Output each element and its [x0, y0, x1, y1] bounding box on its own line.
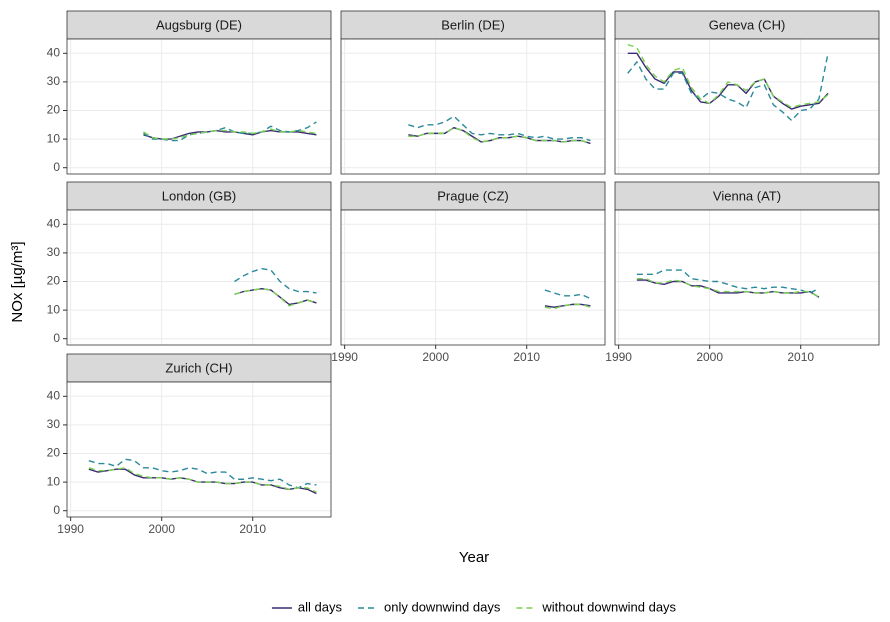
- series-line: [143, 128, 317, 140]
- panel-border: [340, 209, 606, 346]
- x-tick-label: 2010: [239, 522, 266, 536]
- panel: [615, 210, 879, 345]
- panel-border: [66, 209, 332, 346]
- series-line: [234, 287, 317, 307]
- x-tick-label: 2000: [148, 522, 175, 536]
- panel: [67, 382, 331, 517]
- panel-border: [614, 209, 880, 346]
- strip: [614, 10, 880, 40]
- series-line: [88, 458, 317, 489]
- y-tick-label: 10: [47, 474, 61, 488]
- y-tick-label: 20: [47, 446, 61, 460]
- panel-title: London (GB): [162, 188, 236, 203]
- panel-title: Prague (CZ): [437, 188, 509, 203]
- legend-label: without downwind days: [541, 599, 676, 614]
- panel: [341, 39, 605, 174]
- series-line: [408, 126, 591, 145]
- x-tick-label: 1990: [331, 350, 358, 364]
- legend-label: only downwind days: [384, 599, 501, 614]
- panel-border: [614, 38, 880, 175]
- panel-border: [340, 38, 606, 175]
- panel: [67, 210, 331, 345]
- legend-label: all days: [298, 599, 343, 614]
- panel-title: Geneva (CH): [709, 17, 786, 32]
- panel-title: Berlin (DE): [441, 17, 505, 32]
- x-tick-label: 2010: [787, 350, 814, 364]
- panel-title: Vienna (AT): [713, 188, 781, 203]
- x-tick-label: 1990: [57, 522, 84, 536]
- series-line: [544, 289, 591, 300]
- strip: [614, 181, 880, 211]
- series-line: [88, 468, 317, 495]
- series-line: [627, 52, 829, 110]
- y-tick-label: 0: [53, 160, 60, 174]
- y-axis-title: NOx [µg/m³]: [9, 241, 26, 322]
- series-line: [143, 121, 317, 142]
- x-tick-label: 2010: [513, 350, 540, 364]
- strip: [66, 10, 332, 40]
- x-tick-label: 2000: [696, 350, 723, 364]
- x-tick-label: 2000: [422, 350, 449, 364]
- panel-title: Augsburg (DE): [156, 17, 242, 32]
- series-line: [88, 467, 317, 493]
- panel-border: [66, 38, 332, 175]
- y-tick-label: 0: [53, 331, 60, 345]
- x-tick-label: 1990: [605, 350, 632, 364]
- y-tick-label: 30: [47, 74, 61, 88]
- y-tick-label: 30: [47, 417, 61, 431]
- y-tick-label: 10: [47, 131, 61, 145]
- x-axis-title: Year: [459, 549, 489, 566]
- series-line: [627, 44, 829, 109]
- panel: [67, 39, 331, 174]
- panel: [341, 210, 605, 345]
- y-tick-label: 20: [47, 103, 61, 117]
- panel: [615, 39, 879, 174]
- y-tick-label: 0: [53, 503, 60, 517]
- y-tick-label: 40: [47, 216, 61, 230]
- y-tick-label: 20: [47, 274, 61, 288]
- series-line: [627, 53, 829, 122]
- strip: [66, 181, 332, 211]
- strip: [340, 181, 606, 211]
- series-line: [544, 303, 591, 310]
- panel-border: [66, 381, 332, 518]
- series-line: [408, 115, 591, 142]
- y-tick-label: 40: [47, 45, 61, 59]
- y-tick-label: 30: [47, 245, 61, 259]
- legend: all days only downwind days without downwi…: [271, 599, 677, 614]
- series-line: [636, 277, 820, 298]
- panel-title: Zurich (CH): [165, 360, 232, 375]
- series-line: [636, 269, 820, 294]
- strip: [66, 353, 332, 383]
- y-tick-label: 40: [47, 388, 61, 402]
- series-line: [234, 267, 317, 294]
- strip: [340, 10, 606, 40]
- y-tick-label: 10: [47, 302, 61, 316]
